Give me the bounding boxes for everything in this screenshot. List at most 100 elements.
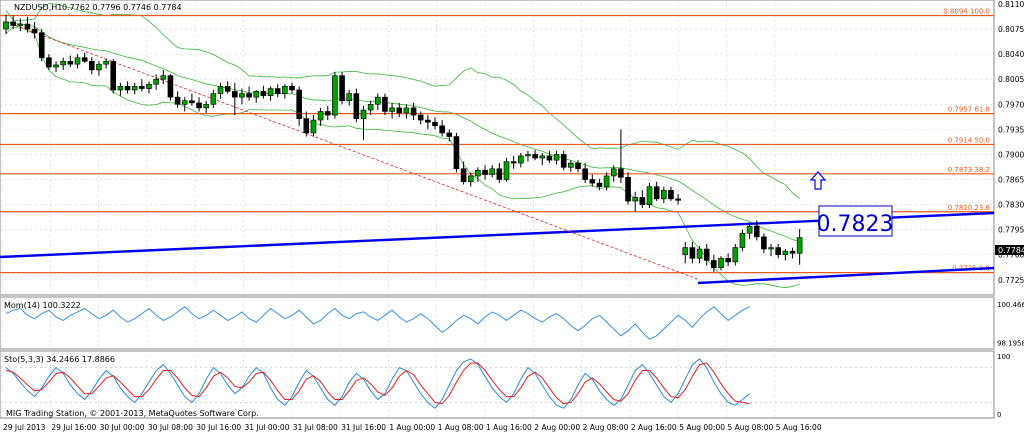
x-tick-label: 2 Aug 08:00 [583,423,629,432]
stochastic-panel[interactable] [0,350,995,419]
candle [768,244,774,257]
candle-body [453,136,460,170]
candle [560,150,567,171]
candle-body [546,155,553,161]
candle [24,16,31,33]
candle-body [568,162,574,168]
candle-body [560,154,567,168]
candle [417,111,424,125]
candle-body [38,32,45,59]
candle [189,93,195,106]
x-tick-label: 1 Aug 16:00 [486,423,532,432]
candle [789,247,796,259]
candle [374,93,381,111]
candle [425,115,431,130]
candle [339,72,345,105]
candle [696,246,703,264]
candle [582,163,588,184]
candle-body [403,107,410,114]
x-tick-label: 1 Aug 08:00 [438,423,484,432]
candle-body [775,247,782,256]
candle [210,89,217,108]
candle [653,181,660,202]
x-tick-label: 5 Aug 16:00 [776,423,822,432]
candle [131,82,138,95]
stoch-y-tick: 100 [997,353,1010,361]
candle [203,100,209,113]
callout-price: 0.7823 [817,212,894,237]
x-tick-label: 30 Jul 08:00 [148,423,193,432]
candle-body [439,125,445,134]
candle [367,100,374,116]
band-middle [5,21,800,242]
candle-body [517,155,524,164]
candle-body [625,177,631,202]
y-tick-label: 0.7865 [998,176,1024,185]
candle-body [217,86,224,94]
candle-body [711,260,717,268]
x-tick-label: 5 Aug 08:00 [728,423,774,432]
candle-body [310,119,317,134]
candle-body [324,111,331,116]
candle [453,132,460,173]
candle [467,172,474,187]
stoch-signal-line [5,362,750,405]
candle-body [296,89,302,119]
candle-body [353,93,360,119]
candle-body [174,96,181,105]
candle-body [510,161,517,164]
x-tick-label: 29 Jul 16:00 [51,423,96,432]
candle-body [582,168,588,180]
y-tick-label: 0.8005 [998,75,1024,84]
current-price: 0.7784 [998,246,1024,255]
candle [482,165,488,180]
candle [682,241,689,264]
candle [711,254,717,272]
candle-body [432,121,438,127]
momentum-series [5,306,750,340]
y-tick-label: 0.8110 [998,0,1024,9]
candle [303,111,310,137]
candle-body [425,119,431,123]
candle-body [96,63,102,71]
candle-body [682,247,689,256]
candle-body [203,103,209,109]
candle-body [489,168,496,175]
candle [260,85,267,99]
main-price-panel[interactable] [0,0,995,296]
momentum-panel[interactable] [0,296,995,350]
candle-body [446,132,453,137]
x-tick-label: 30 Jul 00:00 [100,423,145,432]
candle-body [718,258,724,268]
y-tick-label: 0.7830 [998,201,1024,210]
candle [510,155,517,169]
candle [60,57,67,70]
candle-body [81,57,88,62]
candle [196,97,202,112]
candle-body [303,118,310,134]
candle [732,244,739,266]
candle [67,55,74,68]
candle-body [53,64,59,68]
candle-body [124,86,131,91]
candle [96,61,102,76]
candle [639,190,646,209]
candle [689,241,696,264]
candle [632,191,639,212]
candle-body [339,75,345,102]
candle [139,79,145,92]
price-callout[interactable]: 0.7823 [817,205,894,237]
candle [660,186,667,204]
stoch-y-tick: 0 [997,411,1001,419]
candle [289,82,295,94]
candle-body [668,189,674,200]
candle-body [374,96,381,105]
fib-level-label: 0.8094 100.0 [943,7,990,15]
candle-body [589,179,596,184]
candle-body [389,107,395,112]
candle [432,117,438,130]
candle-body [703,248,710,261]
candle-body [253,91,260,98]
candle [725,253,731,267]
